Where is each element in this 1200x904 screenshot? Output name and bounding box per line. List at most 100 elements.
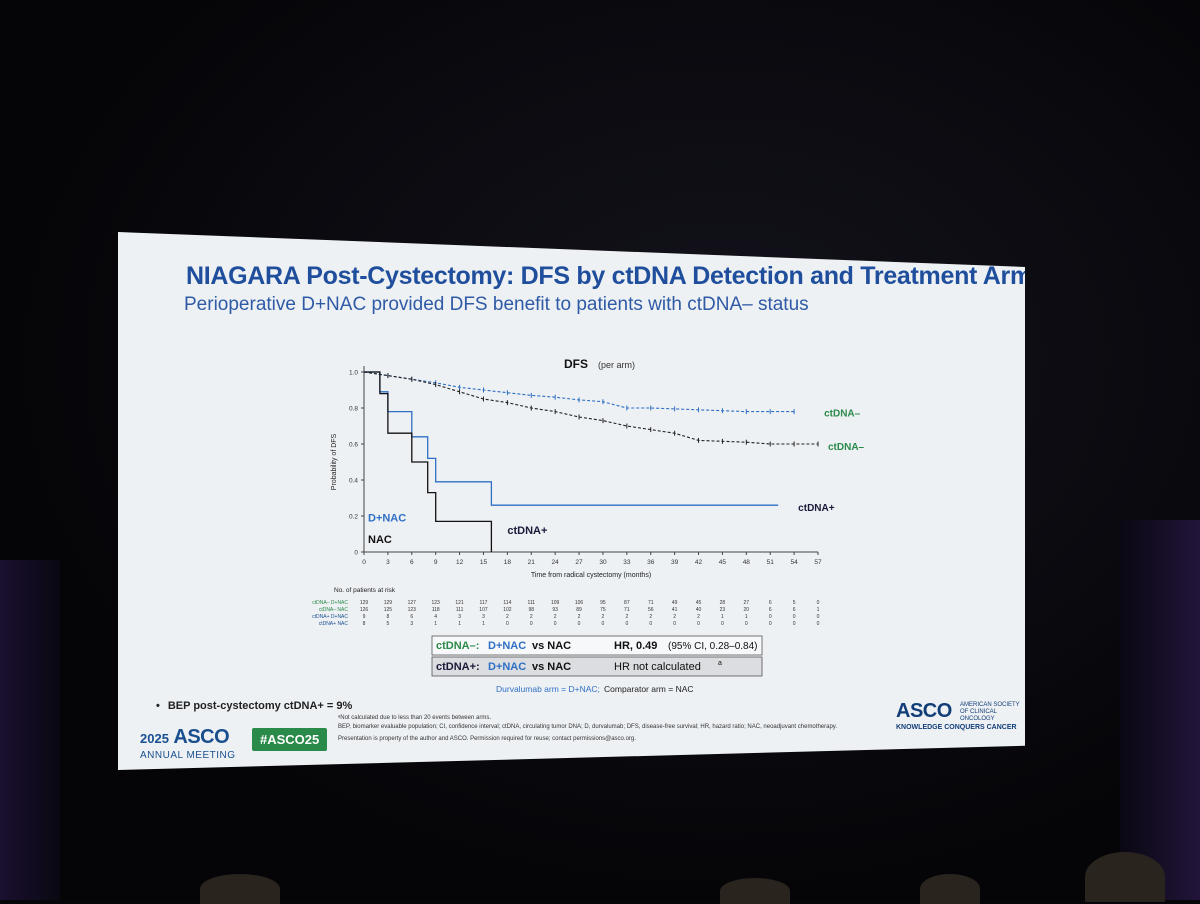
- audience-head: [200, 874, 280, 904]
- slide-title: NIAGARA Post-Cystectomy: DFS by ctDNA De…: [186, 262, 1032, 290]
- risk-cell: 6: [793, 607, 796, 613]
- risk-cell: 117: [479, 600, 487, 606]
- x-tick-label: 57: [814, 559, 822, 566]
- risk-cell: 71: [624, 607, 630, 613]
- risk-cell: 98: [528, 607, 534, 613]
- risk-cell: 5: [387, 621, 390, 627]
- slide-subtitle: Perioperative D+NAC provided DFS benefit…: [184, 294, 809, 315]
- x-tick-label: 33: [623, 559, 631, 566]
- asco-meeting-logo: 2025 ASCO ANNUAL MEETING: [140, 726, 235, 761]
- x-tick-label: 3: [386, 559, 390, 566]
- risk-cell: 2: [506, 614, 509, 620]
- risk-cell: 23: [720, 607, 726, 613]
- risk-cell: 1: [745, 614, 748, 620]
- x-tick-label: 21: [528, 559, 536, 566]
- risk-cell: 28: [720, 600, 726, 606]
- risk-cell: 0: [817, 614, 820, 620]
- legend-dnac: D+NAC: [368, 512, 406, 524]
- x-tick-label: 27: [575, 559, 583, 566]
- series-label-1: ctDNA–: [828, 442, 865, 453]
- risk-cell: 2: [602, 614, 605, 620]
- audience-heads: [0, 852, 1200, 904]
- risk-cell: 0: [649, 621, 652, 627]
- risk-cell: 8: [387, 614, 390, 620]
- bep-bullet: BEP post-cystectomy ctDNA+ = 9%: [156, 700, 352, 712]
- risk-cell: 9: [363, 614, 366, 620]
- risk-cell: 102: [503, 607, 512, 613]
- risk-cell: 0: [530, 621, 533, 627]
- risk-row-label: ctDNA+ NAC: [319, 621, 349, 627]
- risk-cell: 0: [506, 621, 509, 627]
- series-line-2: [364, 371, 779, 506]
- risk-cell: 123: [408, 607, 417, 613]
- dfs-chart: 00.20.40.60.81.00 3 6 9 12 15 18 21 24 27 30 33 36 39…: [312, 357, 865, 694]
- risk-cell: 3: [410, 621, 413, 627]
- footnote-abbreviations: BEP, biomarker evaluable population; CI,…: [338, 724, 838, 730]
- x-tick-label: 6: [410, 559, 414, 566]
- hr-ci: (95% CI, 0.28–0.84): [668, 641, 758, 652]
- series-line-0: [363, 371, 795, 413]
- y-tick-label: 0.2: [349, 514, 358, 521]
- meeting-brand: ASCO: [173, 726, 230, 748]
- x-tick-label: 24: [552, 559, 560, 566]
- risk-cell: 6: [410, 614, 413, 620]
- risk-cell: 1: [458, 621, 461, 627]
- risk-cell: 126: [360, 607, 369, 613]
- y-tick-label: 0.8: [349, 406, 358, 413]
- risk-cell: 111: [456, 607, 464, 613]
- risk-cell: 95: [600, 600, 606, 606]
- risk-cell: 2: [554, 614, 557, 620]
- series-label-0: ctDNA–: [824, 409, 861, 420]
- meeting-year: 2025: [140, 731, 169, 746]
- risk-cell: 107: [479, 607, 488, 613]
- series-label-2: ctDNA+: [798, 503, 835, 514]
- risk-cell: 27: [744, 600, 750, 606]
- risk-cell: 127: [408, 600, 417, 606]
- risk-cell: 0: [721, 621, 724, 627]
- hr-row-bg: [431, 635, 763, 656]
- hr-vs: vs NAC: [532, 661, 571, 673]
- risk-cell: 6: [769, 607, 772, 613]
- risk-cell: 49: [672, 600, 678, 606]
- x-tick-label: 48: [743, 559, 751, 566]
- risk-cell: 0: [625, 621, 628, 627]
- x-tick-label: 12: [456, 559, 464, 566]
- risk-cell: 109: [551, 600, 560, 606]
- x-tick-label: 39: [671, 559, 679, 566]
- risk-table-header: No. of patients at risk: [334, 587, 396, 594]
- x-tick-label: 18: [504, 559, 512, 566]
- x-axis-title: Time from radical cystectomy (months): [531, 572, 651, 579]
- y-tick-label: 0.6: [349, 442, 358, 449]
- risk-cell: 2: [697, 614, 700, 620]
- risk-cell: 0: [697, 621, 700, 627]
- risk-cell: 0: [817, 600, 820, 606]
- hr-sup: a: [718, 660, 722, 667]
- hr-value: HR not calculated: [614, 661, 701, 673]
- risk-cell: 0: [793, 614, 796, 620]
- y-tick-label: 0.4: [349, 478, 358, 485]
- risk-cell: 121: [455, 600, 464, 606]
- risk-cell: 1: [434, 621, 437, 627]
- x-tick-label: 15: [480, 559, 488, 566]
- asco-org-logo: ASCO AMERICAN SOCIETY OF CLINICAL ONCOLO…: [896, 700, 1020, 731]
- risk-cell: 2: [530, 614, 533, 620]
- risk-cell: 0: [578, 621, 581, 627]
- risk-cell: 5: [793, 600, 796, 606]
- hashtag-badge: #ASCO25: [252, 728, 328, 751]
- stage-light-left: [0, 560, 60, 900]
- risk-cell: 118: [432, 607, 440, 613]
- risk-cell: 75: [600, 607, 606, 613]
- risk-cell: 0: [817, 621, 820, 627]
- legend-nac: NAC: [368, 534, 392, 546]
- risk-cell: 3: [482, 614, 485, 620]
- projection-screen: NIAGARA Post-Cystectomy: DFS by ctDNA De…: [118, 232, 1025, 770]
- risk-cell: 1: [721, 614, 724, 620]
- arm-note-blue: Durvalumab arm = D+NAC;: [496, 684, 600, 694]
- risk-cell: 129: [360, 600, 369, 606]
- meeting-sub: ANNUAL MEETING: [140, 750, 236, 761]
- risk-cell: 0: [554, 621, 557, 627]
- risk-cell: 114: [503, 600, 511, 606]
- risk-cell: 2: [649, 614, 652, 620]
- risk-row-label: ctDNA– NAC: [319, 607, 349, 613]
- risk-cell: 0: [769, 621, 772, 627]
